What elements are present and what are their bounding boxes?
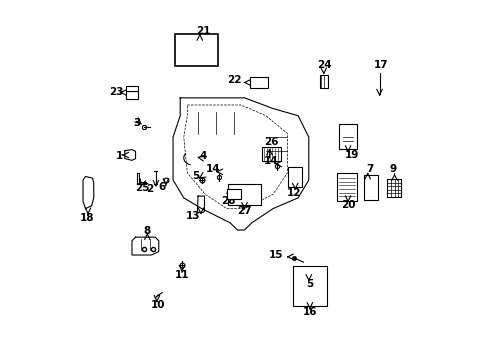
- Bar: [292, 266, 326, 306]
- Bar: [125, 91, 138, 99]
- Text: 27: 27: [237, 206, 251, 216]
- Text: 5: 5: [305, 279, 313, 289]
- Text: 22: 22: [227, 75, 242, 85]
- Polygon shape: [132, 237, 159, 255]
- Text: 9: 9: [388, 164, 395, 174]
- Bar: [319, 75, 327, 88]
- Text: 14: 14: [264, 157, 278, 166]
- Text: 21: 21: [196, 26, 210, 36]
- Text: 13: 13: [185, 211, 200, 221]
- Bar: [287, 167, 302, 187]
- Text: 15: 15: [269, 250, 283, 260]
- Text: 8: 8: [143, 226, 151, 236]
- Text: 4: 4: [199, 151, 206, 161]
- Bar: [339, 123, 356, 149]
- Bar: [261, 147, 281, 161]
- Text: 17: 17: [373, 60, 387, 70]
- Text: 2: 2: [146, 184, 153, 194]
- Text: 6: 6: [159, 182, 165, 192]
- Polygon shape: [83, 176, 94, 208]
- Bar: [227, 189, 241, 199]
- Text: 23: 23: [109, 87, 124, 98]
- Bar: [228, 184, 260, 205]
- Text: 24: 24: [317, 60, 331, 70]
- Bar: [125, 86, 138, 91]
- Text: 25: 25: [135, 183, 150, 193]
- Text: 18: 18: [80, 212, 94, 222]
- Text: 11: 11: [174, 270, 189, 280]
- Text: 26: 26: [264, 138, 278, 148]
- Bar: [249, 77, 267, 88]
- Text: 5: 5: [192, 171, 199, 181]
- Bar: [364, 175, 378, 200]
- Text: 16: 16: [302, 307, 317, 317]
- Polygon shape: [173, 98, 308, 230]
- Bar: [337, 173, 356, 202]
- Text: 10: 10: [150, 300, 165, 310]
- Text: 14: 14: [205, 164, 220, 174]
- Text: 19: 19: [344, 150, 358, 160]
- FancyBboxPatch shape: [175, 33, 217, 66]
- Text: 12: 12: [286, 188, 301, 198]
- Text: 28: 28: [221, 197, 235, 206]
- Bar: [386, 179, 400, 197]
- Text: 20: 20: [340, 200, 355, 210]
- Text: 7: 7: [365, 164, 372, 174]
- Text: 1: 1: [116, 151, 123, 161]
- Text: 3: 3: [134, 118, 141, 128]
